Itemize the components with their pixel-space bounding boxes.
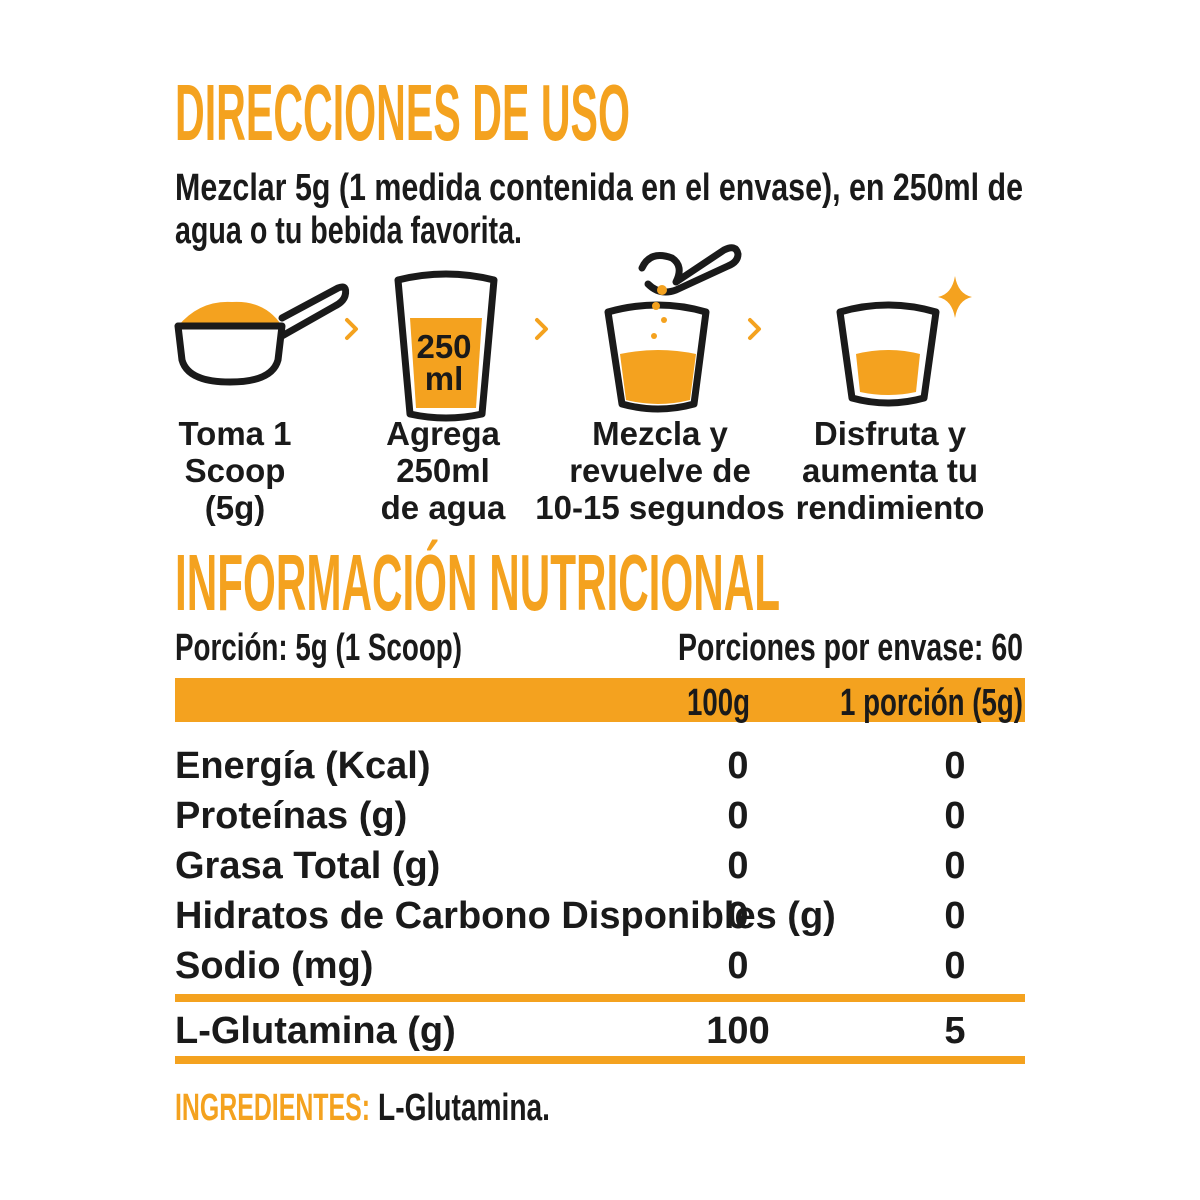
cell-value: 0 <box>944 745 965 787</box>
ingredients-value: L-Glutamina. <box>378 1087 550 1129</box>
serving: Porción: 5g (1 Scoop) <box>175 627 462 669</box>
cell-value: 0 <box>944 895 965 937</box>
ingredients-label: INGREDIENTES: <box>175 1087 370 1129</box>
cell-value: 0 <box>727 845 748 887</box>
row-label: L-Glutamina (g) <box>175 1010 456 1052</box>
enjoy-icon <box>836 276 972 407</box>
row-label: Proteínas (g) <box>175 795 407 837</box>
arrow <box>748 318 761 340</box>
step-label: revuelve de <box>569 452 751 489</box>
table-header-bar <box>175 678 1025 722</box>
servings-per-container: Porciones por envase: 60 <box>678 627 1023 669</box>
cell-value: 0 <box>727 795 748 837</box>
divider <box>175 994 1025 1002</box>
step-label: 10-15 segundos <box>535 489 784 526</box>
cell-value: 0 <box>944 845 965 887</box>
directions-text: Mezclar 5g (1 medida contenida en el env… <box>175 167 1023 209</box>
cell-value: 0 <box>727 745 748 787</box>
mix-icon <box>604 244 742 413</box>
cell-value: 0 <box>944 945 965 987</box>
arrow <box>345 318 358 340</box>
divider <box>175 1056 1025 1064</box>
step-label: Scoop <box>185 452 286 489</box>
directions-text: agua o tu bebida favorita. <box>175 210 522 252</box>
cell-value: 0 <box>727 895 748 937</box>
row-label: Energía (Kcal) <box>175 745 431 787</box>
cell-value: 5 <box>944 1010 965 1052</box>
cup-label: 250 <box>416 328 471 365</box>
glass-icon <box>394 270 498 422</box>
nutrition-title: INFORMACIÓN NUTRICIONAL <box>175 538 780 627</box>
step-label: 250ml <box>396 452 490 489</box>
cup-label: ml <box>425 360 464 397</box>
step-label: aumenta tu <box>802 452 978 489</box>
step-label: Agrega <box>386 415 500 452</box>
cell-value: 0 <box>944 795 965 837</box>
cell-value: 0 <box>727 945 748 987</box>
step-label: Disfruta y <box>814 415 967 452</box>
row-label: Sodio (mg) <box>175 945 373 987</box>
column-header: 1 porción (5g) <box>840 682 1023 724</box>
cell-value: 100 <box>706 1010 769 1052</box>
step-label: Toma 1 <box>178 415 291 452</box>
step-label: Mezcla y <box>592 415 728 452</box>
step-label: rendimiento <box>796 489 985 526</box>
step-label: de agua <box>381 489 506 526</box>
arrow <box>535 318 548 340</box>
row-label: Grasa Total (g) <box>175 845 440 887</box>
scoop-icon <box>174 283 350 386</box>
step-label: (5g) <box>205 489 266 526</box>
row-label: Hidratos de Carbono Disponibles (g) <box>175 895 836 937</box>
column-header: 100g <box>687 682 750 724</box>
directions-title: DIRECCIONES DE USO <box>175 68 630 157</box>
